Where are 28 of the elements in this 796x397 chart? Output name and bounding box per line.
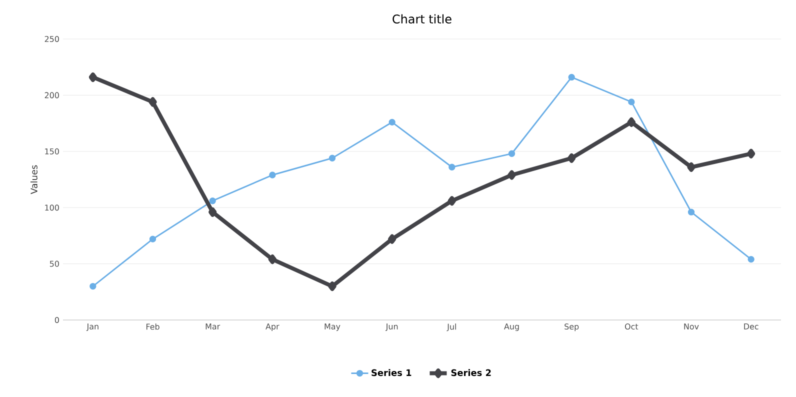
point [388,118,396,126]
point [328,154,336,162]
legend-label: Series 2 [451,369,491,376]
legend-label: Series 1 [372,369,412,376]
point [388,234,396,244]
point [747,148,756,158]
point [568,74,575,81]
point [628,98,635,106]
point [209,198,216,204]
point [448,164,456,170]
point [90,282,96,290]
point [328,281,336,292]
point [149,236,156,242]
point [568,153,576,163]
point [508,170,516,180]
point [688,208,695,216]
point [208,207,217,217]
point [269,172,276,178]
point [687,162,696,172]
y-axis-title: Values [30,165,38,194]
point [748,256,754,263]
point [627,117,636,127]
chart-title: Chart title [392,14,452,24]
point [268,254,277,264]
point [508,150,516,157]
point [448,196,456,206]
point [88,72,98,82]
point [148,97,157,107]
